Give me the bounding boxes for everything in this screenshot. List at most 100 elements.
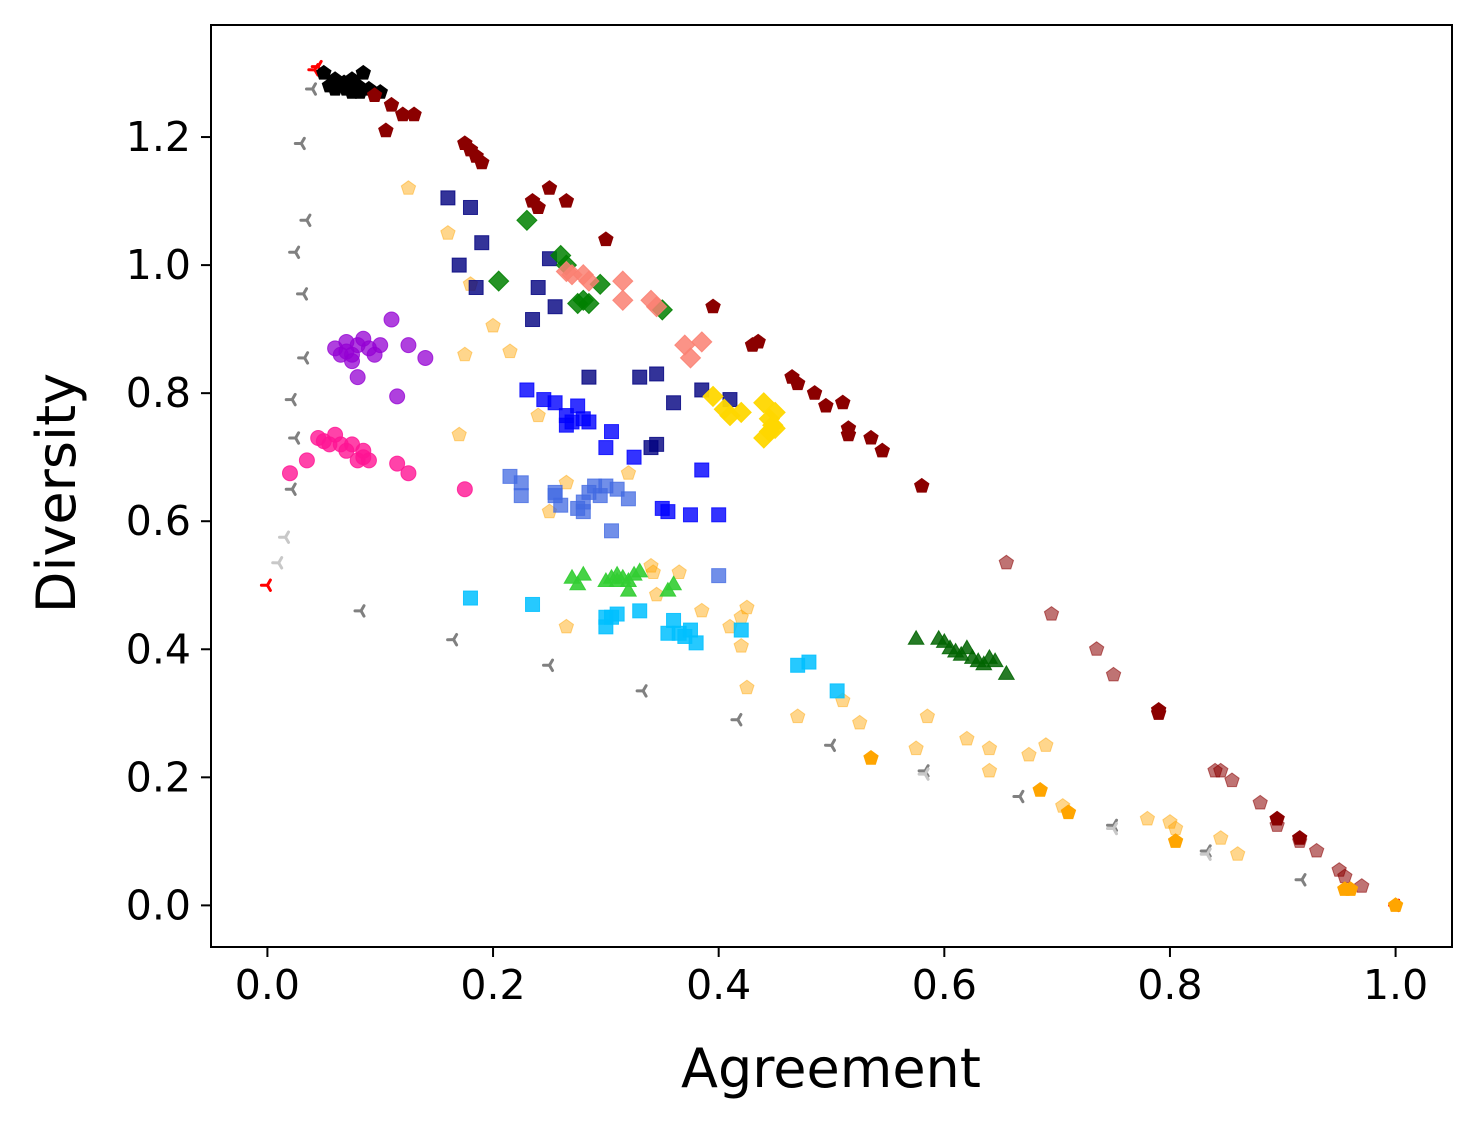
data-point: [609, 606, 625, 622]
data-point: [958, 639, 976, 655]
data-point: [671, 564, 687, 579]
data-point: [1213, 762, 1229, 778]
data-point: [682, 507, 698, 523]
data-point: [530, 407, 546, 423]
data-point: [997, 664, 1016, 680]
data-point: [1032, 781, 1048, 797]
data-point: [305, 82, 317, 96]
x-tick-label: 0.2: [460, 961, 525, 1009]
data-point: [694, 462, 710, 478]
data-point: [372, 337, 389, 354]
data-point: [1354, 878, 1370, 893]
data-point: [299, 213, 312, 227]
x-tick-label: 0.8: [1137, 961, 1202, 1009]
x-tick-label: 1.0: [1363, 961, 1428, 1009]
data-point-stroke: [452, 633, 459, 642]
data-point: [986, 652, 1004, 668]
data-point: [666, 395, 682, 411]
data-point: [649, 366, 665, 382]
x-tick-label: 0.4: [686, 961, 751, 1009]
data-point: [1038, 737, 1054, 752]
data-point: [959, 730, 975, 746]
data-point: [1055, 797, 1071, 813]
data-point: [558, 474, 575, 490]
data-point: [645, 295, 668, 318]
data-point: [1162, 813, 1178, 829]
data-point: [863, 749, 879, 765]
data-point: [981, 740, 998, 756]
data-point: [417, 349, 434, 366]
data-point: [349, 369, 366, 386]
x-axis: 0.0 0.2 0.4 0.6 0.8 1.0: [235, 947, 1428, 1009]
data-point: [733, 622, 749, 638]
data-point: [664, 575, 683, 591]
data-point-stroke: [923, 767, 930, 776]
data-point-stroke: [294, 431, 301, 440]
data-point: [558, 192, 575, 208]
data-point-stroke: [547, 658, 554, 667]
data-point: [451, 426, 467, 442]
data-point: [643, 557, 659, 573]
y-tick-label: 0.0: [126, 881, 191, 929]
data-point: [1213, 830, 1229, 845]
data-point: [801, 654, 817, 670]
data-point-stroke: [736, 713, 743, 722]
data-point: [446, 633, 459, 647]
data-point: [400, 465, 417, 482]
data-point: [753, 427, 775, 449]
data-point: [530, 199, 546, 214]
data-point-stroke: [1018, 789, 1025, 799]
data-point: [829, 683, 845, 699]
data-point: [456, 481, 473, 498]
data-point: [840, 426, 857, 442]
data-point: [874, 442, 890, 458]
data-point: [1308, 842, 1325, 858]
data-point: [730, 401, 752, 424]
y-tick-label: 0.4: [126, 625, 191, 673]
data-point: [383, 96, 400, 112]
data-point: [711, 507, 727, 523]
data-point-stroke: [311, 82, 317, 91]
data-point: [474, 235, 490, 251]
data-point: [352, 84, 368, 99]
data-point: [297, 351, 310, 365]
data-point: [981, 762, 998, 778]
data-point-stroke: [294, 245, 301, 254]
data-point: [598, 231, 614, 247]
data-point: [525, 596, 541, 612]
data-point-stroke: [1112, 818, 1118, 827]
data-point: [863, 429, 879, 445]
y-tick-label: 0.8: [126, 369, 191, 417]
data-point: [1292, 833, 1308, 848]
data-point: [789, 375, 806, 391]
data-point-stroke: [316, 59, 323, 69]
data-point: [487, 270, 510, 292]
data-point: [679, 347, 702, 369]
data-point: [612, 289, 634, 312]
data-point: [733, 637, 749, 653]
data-point: [739, 599, 755, 615]
data-point: [645, 564, 661, 579]
data-point: [824, 738, 836, 752]
data-point: [907, 629, 925, 645]
data-point: [451, 257, 467, 273]
data-point-stroke: [359, 604, 366, 613]
y-axis-label: Diversity: [25, 373, 88, 613]
data-point: [468, 280, 484, 296]
data-point: [919, 708, 936, 724]
data-point: [462, 199, 478, 215]
data-point: [1342, 881, 1359, 896]
data-point: [917, 767, 930, 781]
data-point-stroke: [641, 684, 648, 693]
data-point: [632, 603, 648, 619]
data-point: [1043, 605, 1060, 621]
data-point-stroke: [290, 392, 297, 402]
data-point: [806, 385, 823, 400]
data-point: [327, 80, 343, 96]
data-point-stroke: [290, 482, 297, 491]
data-point: [513, 488, 529, 504]
data-point: [1252, 794, 1268, 810]
y-axis: 0.0 0.2 0.4 0.6 0.8 1.0 1.2: [126, 113, 211, 929]
data-point: [578, 292, 600, 315]
